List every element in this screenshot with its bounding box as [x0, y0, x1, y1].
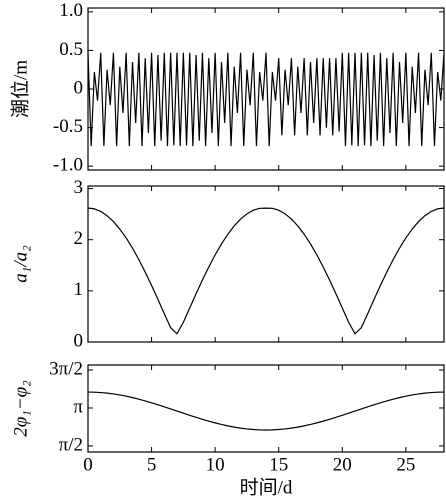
y-tick-label: 2	[74, 228, 84, 249]
y-axis-title: 潮位/m	[9, 60, 31, 118]
y-axis-title: 2φ₁−φ₂	[10, 380, 31, 437]
y-tick-label: 3	[74, 177, 84, 198]
y-tick-label: 0.5	[59, 39, 83, 60]
plot-frame	[87, 364, 445, 453]
y-tick-label: π/2	[59, 434, 83, 455]
y-tick-label: -0.5	[53, 116, 83, 137]
x-tick-label: 10	[206, 454, 225, 475]
x-tick-label: 20	[333, 454, 352, 475]
data-line	[87, 391, 445, 431]
y-tick-label: 0	[74, 77, 84, 98]
data-line	[87, 207, 445, 335]
y-tick-label: π	[73, 396, 83, 417]
y-axis-title: a₁/a₂	[10, 245, 31, 283]
y-tick-label: 0	[74, 330, 84, 351]
data-line	[87, 52, 445, 147]
plot-frame	[87, 7, 445, 171]
x-tick-label: 5	[147, 454, 157, 475]
y-tick-label: 1.0	[59, 0, 83, 21]
x-axis-title: 时间/d	[240, 476, 293, 498]
y-tick-label: 1	[74, 279, 84, 300]
x-tick-label: 15	[269, 454, 288, 475]
y-tick-label: 3π/2	[49, 358, 83, 379]
plot-frame	[87, 185, 445, 343]
x-tick-label: 25	[396, 454, 415, 475]
x-tick-label: 0	[83, 454, 93, 475]
y-tick-label: -1.0	[53, 155, 83, 176]
